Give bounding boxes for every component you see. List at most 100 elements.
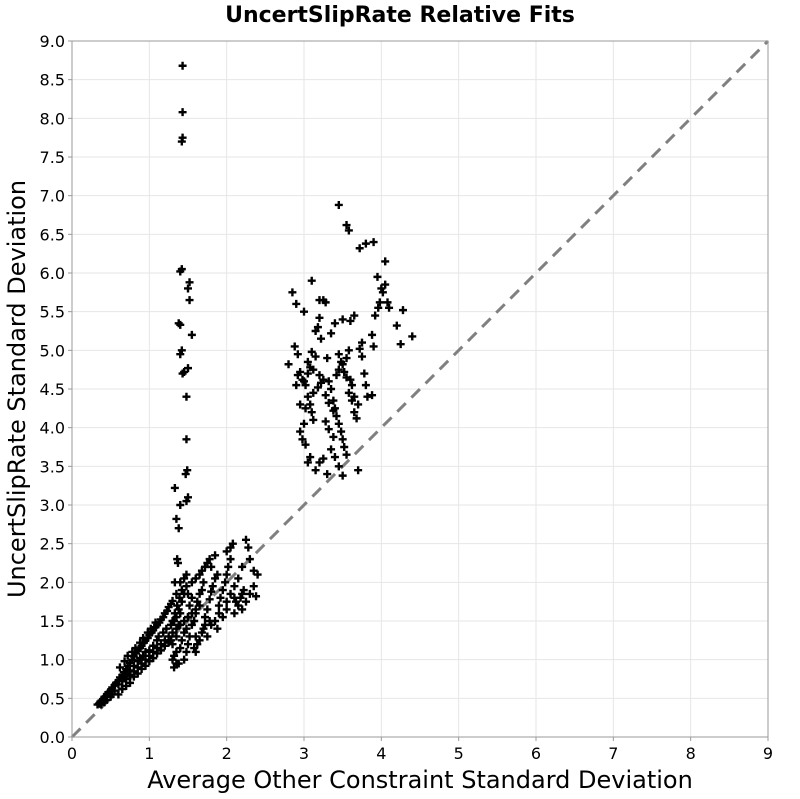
data-point	[311, 352, 320, 361]
data-point	[307, 276, 316, 285]
x-tick-label: 7	[608, 744, 618, 763]
data-point	[176, 644, 185, 653]
data-point	[238, 562, 247, 571]
data-point	[205, 595, 214, 604]
data-point	[298, 435, 307, 444]
data-point	[213, 624, 222, 633]
data-point	[368, 330, 377, 339]
data-point	[293, 350, 302, 359]
data-point	[236, 593, 245, 602]
data-point	[126, 678, 134, 687]
data-point	[334, 462, 343, 471]
y-tick-label: 2.0	[40, 573, 65, 592]
data-point	[208, 582, 217, 591]
data-point	[201, 620, 210, 629]
data-point	[131, 644, 140, 653]
y-tick-label: 5.0	[40, 341, 65, 360]
data-point	[136, 638, 145, 647]
data-point	[249, 566, 258, 575]
data-point	[197, 586, 206, 595]
data-point	[355, 344, 364, 353]
data-point	[303, 369, 312, 378]
data-point	[338, 435, 347, 444]
data-point	[284, 360, 293, 369]
data-point	[300, 419, 308, 428]
data-point	[346, 316, 355, 325]
y-tick-label: 0.0	[40, 728, 65, 747]
data-point	[238, 605, 247, 614]
y-tick-label: 6.0	[40, 264, 65, 283]
data-point	[180, 367, 189, 376]
data-point	[242, 597, 250, 606]
data-point	[203, 632, 212, 641]
x-tick-label: 0	[67, 744, 77, 763]
data-point	[327, 329, 336, 338]
data-point	[176, 501, 185, 509]
x-tick-label: 1	[144, 744, 154, 763]
data-point	[332, 412, 341, 421]
data-point	[203, 605, 212, 614]
data-point	[334, 350, 343, 359]
data-point	[216, 593, 225, 602]
data-point	[193, 640, 202, 649]
data-point	[319, 375, 328, 384]
data-point	[311, 466, 320, 475]
data-point	[350, 311, 359, 320]
data-point	[321, 391, 330, 400]
data-point	[177, 265, 186, 274]
data-point	[306, 453, 315, 462]
y-axis-label-text: UncertSlipRate Standard Deviation	[3, 179, 31, 599]
data-point	[315, 313, 324, 322]
data-points	[93, 61, 417, 709]
y-tick-label: 3.5	[40, 457, 65, 476]
data-point	[321, 417, 330, 426]
data-point	[352, 414, 361, 423]
data-point	[182, 624, 191, 633]
data-point	[309, 388, 318, 397]
data-point	[156, 646, 165, 655]
data-point	[315, 296, 324, 305]
data-point	[340, 367, 349, 376]
data-point	[303, 458, 312, 467]
data-point	[185, 601, 194, 610]
data-point	[176, 320, 185, 329]
data-point	[324, 398, 333, 407]
data-point	[290, 342, 299, 351]
y-tick-label: 8.5	[40, 71, 65, 90]
data-point	[120, 657, 129, 666]
data-point	[184, 589, 192, 598]
y-tick-label: 1.0	[40, 651, 65, 670]
data-point	[369, 238, 378, 247]
data-point	[330, 319, 339, 328]
data-point	[334, 200, 343, 209]
data-point	[342, 221, 351, 230]
data-point	[307, 408, 316, 417]
data-point	[183, 466, 192, 475]
data-point	[288, 288, 297, 297]
data-point	[317, 334, 326, 343]
data-point	[334, 365, 343, 374]
data-point	[338, 471, 347, 480]
data-point	[368, 391, 377, 400]
data-point	[327, 445, 336, 454]
data-point	[231, 597, 240, 606]
data-point	[177, 346, 186, 355]
data-point	[332, 371, 341, 380]
y-tick-label: 8.0	[40, 109, 65, 128]
data-point	[355, 244, 364, 253]
chart-title: UncertSlipRate Relative Fits	[225, 3, 575, 28]
data-point	[342, 450, 351, 459]
data-point	[239, 586, 248, 595]
data-point	[385, 303, 394, 312]
data-point	[182, 435, 191, 444]
y-tick-label: 2.5	[40, 535, 65, 554]
data-point	[296, 427, 305, 436]
data-point	[344, 226, 353, 235]
data-point	[344, 388, 353, 397]
data-point	[354, 466, 363, 475]
data-point	[378, 288, 387, 297]
data-point	[182, 647, 191, 656]
data-point	[205, 555, 214, 564]
y-tick-label: 1.5	[40, 612, 65, 631]
data-point	[139, 634, 148, 643]
